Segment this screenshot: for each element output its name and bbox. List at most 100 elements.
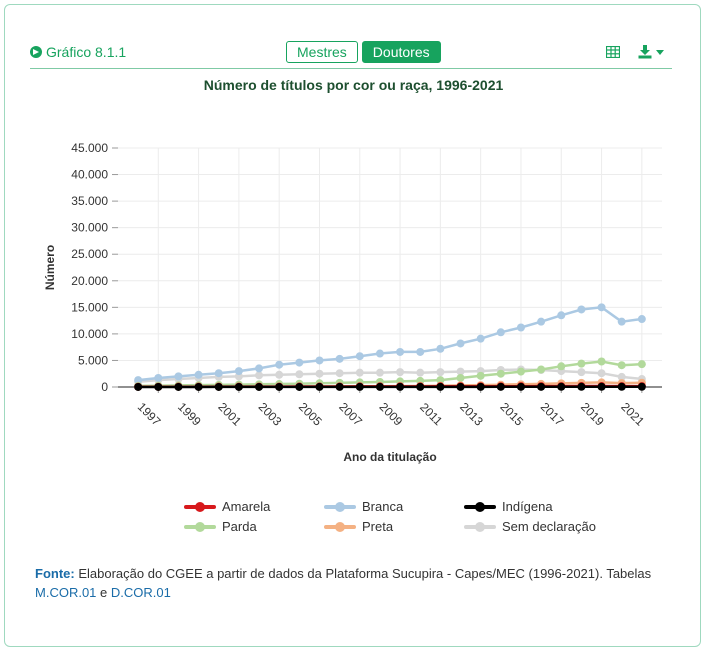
data-point [537, 317, 546, 326]
data-point [516, 382, 525, 391]
data-point [375, 349, 384, 358]
data-point [174, 382, 183, 391]
x-tick-label: 2019 [578, 400, 607, 429]
legend-item[interactable]: Amarela [184, 499, 270, 514]
data-point [637, 382, 646, 391]
source-label: Fonte: [35, 566, 75, 581]
data-point [637, 360, 646, 369]
data-point [617, 361, 626, 370]
data-point [476, 334, 485, 343]
data-point [375, 382, 384, 391]
y-tick-label: 40.000 [71, 168, 108, 182]
source-text: Elaboração do CGEE a partir de dados da … [74, 566, 652, 581]
arrow-circle-right-icon [30, 46, 42, 58]
data-point [234, 382, 243, 391]
data-point [214, 369, 223, 378]
legend-item[interactable]: Preta [324, 519, 393, 534]
data-point [617, 317, 626, 326]
y-tick-label: 35.000 [71, 194, 108, 208]
data-point [597, 382, 606, 391]
data-point [375, 368, 384, 377]
data-point [315, 356, 324, 365]
legend-swatch [184, 521, 216, 532]
data-point [396, 382, 405, 391]
data-point [537, 365, 546, 374]
legend-swatch [464, 521, 496, 532]
data-point [255, 371, 264, 380]
series-line-sem-declaração [138, 368, 643, 383]
data-point [537, 382, 546, 391]
table-link-mcor01[interactable]: M.COR.01 [35, 585, 97, 600]
chart-card [4, 4, 701, 647]
y-tick-label: 10.000 [71, 327, 108, 341]
data-point [456, 382, 465, 391]
x-tick-label: 2017 [538, 400, 567, 429]
data-point [557, 311, 566, 320]
chart-title: Número de títulos por cor ou raça, 1996-… [203, 77, 504, 93]
legend-label: Amarela [222, 499, 271, 514]
legend-label: Sem declaração [502, 519, 596, 534]
data-point [557, 362, 566, 371]
data-point [275, 360, 284, 369]
data-point [355, 368, 364, 377]
data-point [476, 371, 485, 380]
data-point [295, 358, 304, 367]
legend-label: Parda [222, 519, 257, 534]
data-point [295, 382, 304, 391]
data-point [396, 368, 405, 377]
source-and: e [96, 585, 111, 600]
data-point [496, 369, 505, 378]
graph-label[interactable]: Gráfico 8.1.1 [30, 44, 126, 60]
data-point [577, 305, 586, 314]
data-point [355, 382, 364, 391]
data-point [436, 382, 445, 391]
download-icon [638, 45, 652, 59]
series-line-branca [137, 306, 643, 382]
data-point [416, 347, 425, 356]
data-point [255, 382, 264, 391]
y-tick-label: 25.000 [71, 247, 108, 261]
chart-tools [606, 45, 664, 59]
data-point [496, 328, 505, 337]
data-point [134, 376, 143, 385]
data-point [134, 382, 143, 391]
data-point [577, 368, 586, 377]
data-point [496, 382, 505, 391]
data-point [577, 382, 586, 391]
table-link-dcor01[interactable]: D.COR.01 [110, 585, 171, 600]
tab-doutores[interactable]: Doutores [361, 41, 441, 63]
x-tick-label: 2001 [215, 400, 244, 429]
source-note: Fonte: Elaboração do CGEE a partir de da… [35, 564, 675, 602]
legend-item[interactable]: Sem declaração [464, 519, 596, 534]
data-point [275, 370, 284, 379]
data-point [275, 382, 284, 391]
y-tick-label: 15.000 [71, 300, 108, 314]
x-tick-label: 1997 [135, 400, 164, 429]
x-tick-label: 1999 [175, 400, 204, 429]
data-point [255, 364, 264, 373]
table-view-button[interactable] [606, 46, 620, 58]
data-point [335, 354, 344, 363]
legend-swatch [464, 501, 496, 512]
legend-item[interactable]: Indígena [464, 499, 553, 514]
legend-item[interactable]: Parda [184, 519, 257, 534]
caret-down-icon [656, 49, 664, 55]
data-point [456, 367, 465, 376]
data-point [516, 367, 525, 376]
legend-item[interactable]: Branca [324, 499, 403, 514]
x-tick-label: 2005 [296, 400, 325, 429]
data-point [335, 369, 344, 378]
y-tick-label: 5.000 [78, 353, 108, 367]
graph-label-text: Gráfico 8.1.1 [46, 44, 127, 60]
data-point [315, 382, 324, 391]
data-point [456, 339, 465, 348]
data-point [416, 382, 425, 391]
data-point [436, 376, 445, 385]
tab-mestres[interactable]: Mestres [286, 41, 358, 63]
data-point [154, 373, 163, 382]
download-button[interactable] [638, 45, 664, 59]
legend-label: Preta [362, 519, 394, 534]
data-point [396, 347, 405, 356]
data-point [194, 382, 203, 391]
data-point [637, 315, 646, 324]
